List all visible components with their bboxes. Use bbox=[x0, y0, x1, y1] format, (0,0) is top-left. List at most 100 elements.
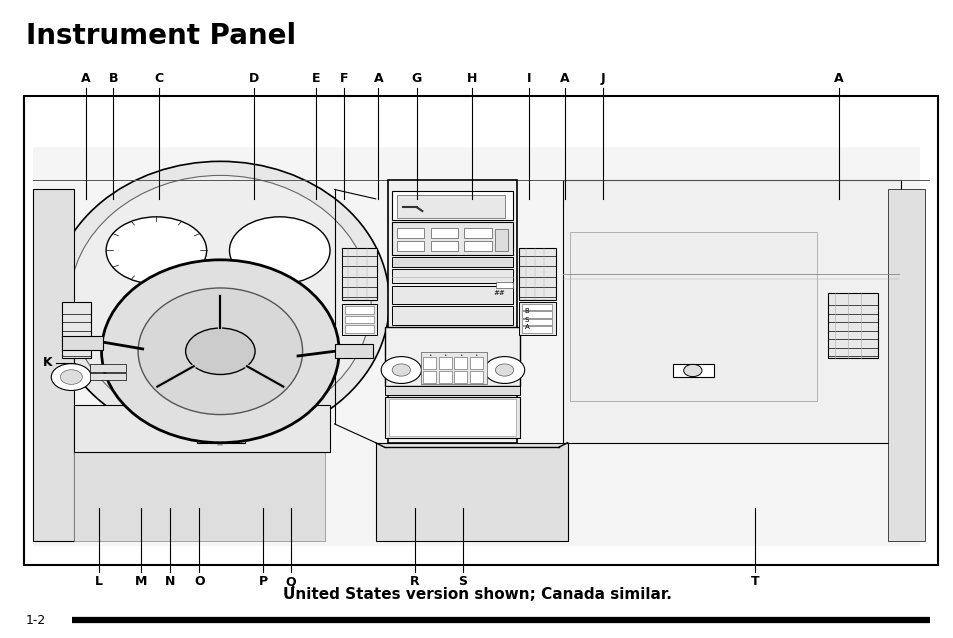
Text: •: • bbox=[474, 353, 477, 359]
Bar bbox=[392, 306, 513, 325]
Text: F: F bbox=[339, 72, 348, 85]
Bar bbox=[74, 438, 325, 541]
Bar bbox=[24, 96, 937, 565]
Bar bbox=[389, 399, 515, 436]
Text: H: H bbox=[466, 72, 476, 85]
Bar bbox=[392, 191, 513, 220]
Bar bbox=[827, 293, 878, 359]
Bar bbox=[396, 241, 424, 251]
Bar bbox=[464, 228, 491, 238]
Text: A: A bbox=[524, 324, 529, 330]
Bar bbox=[344, 325, 374, 332]
Text: A: A bbox=[833, 72, 843, 85]
Text: S: S bbox=[457, 575, 467, 588]
Bar bbox=[341, 248, 376, 300]
Circle shape bbox=[106, 217, 207, 284]
Circle shape bbox=[484, 357, 524, 383]
Circle shape bbox=[683, 364, 701, 376]
Bar bbox=[384, 397, 519, 438]
Bar bbox=[672, 364, 713, 377]
Text: •: • bbox=[443, 353, 446, 359]
Text: T: T bbox=[750, 575, 759, 588]
Bar bbox=[438, 357, 451, 369]
Circle shape bbox=[392, 364, 410, 376]
Bar bbox=[392, 269, 513, 283]
Circle shape bbox=[60, 370, 82, 384]
Bar bbox=[392, 286, 513, 304]
Text: United States version shown; Canada similar.: United States version shown; Canada simi… bbox=[282, 587, 671, 602]
Text: •: • bbox=[428, 353, 431, 359]
Text: K: K bbox=[43, 357, 52, 369]
Bar bbox=[375, 443, 567, 541]
Bar bbox=[384, 387, 519, 395]
Text: E: E bbox=[312, 72, 320, 85]
Bar bbox=[454, 357, 467, 369]
Bar bbox=[421, 352, 487, 384]
Text: L: L bbox=[94, 575, 103, 588]
Bar bbox=[341, 304, 376, 335]
Bar bbox=[470, 357, 482, 369]
Bar bbox=[335, 345, 373, 359]
Bar bbox=[62, 302, 91, 359]
Text: J: J bbox=[600, 72, 605, 85]
Bar bbox=[193, 272, 252, 293]
Text: A: A bbox=[559, 72, 569, 85]
Text: I: I bbox=[526, 72, 531, 85]
Bar bbox=[464, 241, 491, 251]
Bar bbox=[562, 180, 901, 443]
Bar bbox=[387, 180, 517, 443]
Text: ##: ## bbox=[493, 290, 504, 295]
Bar bbox=[521, 327, 552, 332]
Bar bbox=[396, 228, 424, 238]
Circle shape bbox=[381, 357, 421, 383]
Bar bbox=[62, 336, 103, 350]
Bar bbox=[344, 306, 374, 314]
Text: A: A bbox=[374, 72, 383, 85]
Bar bbox=[518, 302, 556, 335]
Bar bbox=[193, 265, 252, 276]
Bar bbox=[887, 189, 924, 541]
Text: Q: Q bbox=[285, 575, 295, 588]
Ellipse shape bbox=[70, 175, 371, 429]
Ellipse shape bbox=[101, 260, 339, 443]
Bar bbox=[74, 405, 330, 452]
Text: B: B bbox=[524, 308, 529, 315]
Bar bbox=[392, 256, 513, 267]
Bar bbox=[384, 327, 519, 387]
Text: R: R bbox=[410, 575, 419, 588]
Text: D: D bbox=[249, 72, 259, 85]
Text: O: O bbox=[193, 575, 205, 588]
Text: C: C bbox=[154, 72, 164, 85]
Bar bbox=[430, 228, 457, 238]
Bar bbox=[392, 222, 513, 255]
Text: P: P bbox=[258, 575, 268, 588]
Ellipse shape bbox=[138, 288, 302, 415]
Circle shape bbox=[159, 302, 199, 330]
Bar bbox=[33, 189, 74, 541]
Ellipse shape bbox=[51, 161, 389, 443]
Circle shape bbox=[186, 328, 254, 375]
Bar bbox=[430, 241, 457, 251]
Bar bbox=[33, 147, 919, 546]
Bar bbox=[521, 304, 552, 310]
Circle shape bbox=[495, 364, 513, 376]
Text: N: N bbox=[165, 575, 175, 588]
Text: A: A bbox=[81, 72, 91, 85]
Bar bbox=[396, 195, 504, 218]
Bar bbox=[90, 373, 126, 380]
Bar bbox=[344, 316, 374, 323]
Circle shape bbox=[51, 364, 91, 390]
Bar bbox=[90, 364, 126, 372]
Text: B: B bbox=[109, 72, 118, 85]
Text: G: G bbox=[412, 72, 421, 85]
Circle shape bbox=[239, 302, 279, 330]
Text: •: • bbox=[458, 353, 462, 359]
Bar bbox=[438, 371, 451, 383]
Bar bbox=[570, 232, 817, 401]
Bar bbox=[197, 405, 245, 443]
Text: S: S bbox=[524, 317, 529, 323]
Bar bbox=[496, 283, 513, 288]
Bar bbox=[470, 371, 482, 383]
Bar bbox=[518, 248, 556, 300]
Bar bbox=[521, 311, 552, 318]
